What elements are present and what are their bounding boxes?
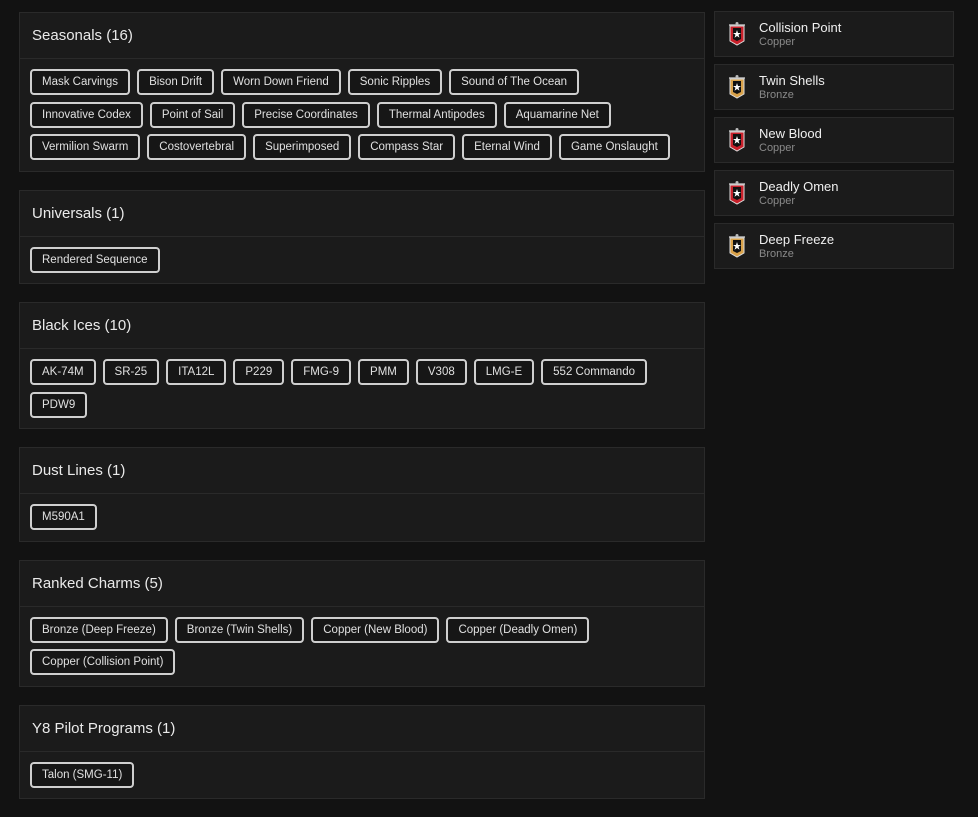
section: Seasonals (16) Mask Carvings Bison Drift Wo…	[19, 12, 705, 172]
item-tag[interactable]: 552 Commando	[541, 359, 647, 385]
section-title: Universals (1)	[20, 191, 704, 237]
item-tag[interactable]: P229	[233, 359, 285, 385]
section-title: Dust Lines (1)	[20, 448, 704, 494]
item-tag[interactable]: Copper (New Blood)	[311, 616, 440, 643]
item-tag[interactable]: Copper (Deadly Omen)	[446, 616, 590, 643]
charm-card[interactable]: Deep Freeze Bronze	[714, 223, 954, 269]
ranked-charms-list: Collision Point Copper Twin Shells Bronze …	[714, 11, 954, 276]
section: Black Ices (10) AK-74M SR-25 ITA12L P229 FMG-…	[19, 302, 705, 429]
section-title: Y8 Pilot Programs (1)	[20, 706, 704, 752]
item-tag[interactable]: Precise Coordinates	[242, 101, 370, 128]
section-items: Bronze (Deep Freeze) Bronze (Twin Shells)…	[20, 607, 704, 686]
copper-rank-banner-icon	[729, 128, 745, 152]
charm-card[interactable]: Deadly Omen Copper	[714, 170, 954, 216]
item-tag[interactable]: LMG-E	[473, 359, 535, 385]
item-tag[interactable]: Bison Drift	[137, 69, 215, 95]
charm-tier: Bronze	[759, 89, 794, 101]
collections-panel: Seasonals (16) Mask Carvings Bison Drift Wo…	[19, 12, 705, 817]
charm-card[interactable]: Twin Shells Bronze	[714, 64, 954, 110]
item-tag[interactable]: Costovertebral	[147, 134, 247, 160]
charm-tier: Copper	[759, 195, 796, 207]
item-tag[interactable]: Talon (SMG-11)	[30, 761, 135, 788]
item-tag[interactable]: AK-74M	[30, 359, 96, 385]
section: Dust Lines (1) M590A1	[19, 447, 705, 542]
charm-name: Deep Freeze	[759, 232, 835, 247]
item-tag[interactable]: SR-25	[102, 359, 160, 385]
charm-name: Collision Point	[759, 20, 842, 35]
section-items: AK-74M SR-25 ITA12L P229 FMG-9 PMM V308 LMG-E 55…	[20, 349, 704, 428]
item-tag[interactable]: Aquamarine Net	[503, 101, 611, 128]
item-tag[interactable]: Compass Star	[358, 134, 456, 160]
item-tag[interactable]: Sound of The Ocean	[449, 69, 580, 95]
item-tag[interactable]: Superimposed	[253, 134, 352, 160]
item-tag[interactable]: PMM	[358, 359, 409, 385]
copper-rank-banner-icon	[729, 22, 745, 46]
charm-card[interactable]: New Blood Copper	[714, 117, 954, 163]
copper-rank-banner-icon	[729, 181, 745, 205]
item-tag[interactable]: Eternal Wind	[462, 134, 552, 160]
section-items: Talon (SMG-11)	[20, 752, 704, 799]
section: Y8 Pilot Programs (1) Talon (SMG-11)	[19, 704, 705, 799]
item-tag[interactable]: Point of Sail	[149, 101, 236, 128]
section-items: M590A1	[20, 494, 704, 541]
bronze-rank-banner-icon	[729, 234, 745, 258]
item-tag[interactable]: Innovative Codex	[30, 101, 143, 128]
item-tag[interactable]: Mask Carvings	[30, 69, 131, 95]
item-tag[interactable]: Game Onslaught	[558, 134, 670, 160]
item-tag[interactable]: V308	[415, 359, 467, 385]
section-items: Mask Carvings Bison Drift Worn Down Friend…	[20, 59, 704, 171]
bronze-rank-banner-icon	[729, 75, 745, 99]
item-tag[interactable]: Thermal Antipodes	[376, 101, 497, 128]
section: Ranked Charms (5) Bronze (Deep Freeze) Bro…	[19, 559, 705, 687]
charm-name: New Blood	[759, 126, 822, 141]
charm-tier: Copper	[759, 142, 796, 154]
charm-card[interactable]: Collision Point Copper	[714, 11, 954, 57]
item-tag[interactable]: ITA12L	[166, 359, 227, 385]
item-tag[interactable]: PDW9	[30, 391, 88, 418]
charm-tier: Copper	[759, 36, 796, 48]
section: Universals (1) Rendered Sequence	[19, 189, 705, 284]
charm-tier: Bronze	[759, 248, 794, 260]
section-title: Ranked Charms (5)	[20, 561, 704, 607]
section-title: Seasonals (16)	[20, 13, 704, 59]
item-tag[interactable]: Copper (Collision Point)	[30, 649, 176, 675]
item-tag[interactable]: Rendered Sequence	[30, 246, 160, 273]
item-tag[interactable]: Vermilion Swarm	[30, 134, 141, 160]
item-tag[interactable]: Worn Down Friend	[221, 69, 341, 95]
charm-name: Deadly Omen	[759, 179, 839, 194]
charm-name: Twin Shells	[759, 73, 825, 88]
item-tag[interactable]: FMG-9	[291, 359, 352, 385]
item-tag[interactable]: Sonic Ripples	[347, 69, 443, 95]
item-tag[interactable]: M590A1	[30, 504, 97, 530]
item-tag[interactable]: Bronze (Deep Freeze)	[30, 616, 168, 643]
section-title: Black Ices (10)	[20, 303, 704, 349]
section-items: Rendered Sequence	[20, 237, 704, 284]
item-tag[interactable]: Bronze (Twin Shells)	[174, 616, 305, 643]
